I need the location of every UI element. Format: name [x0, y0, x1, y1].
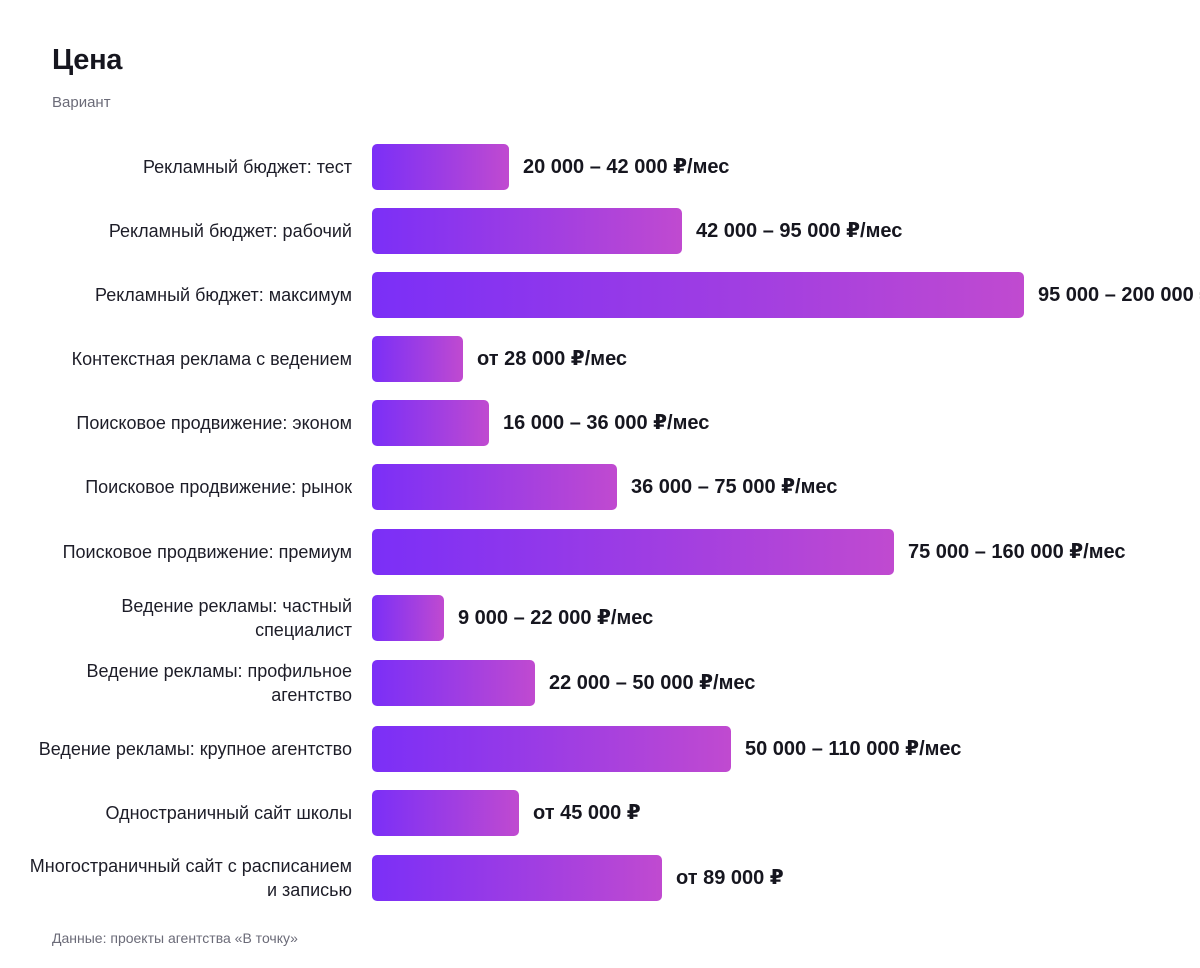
- bar: [372, 660, 535, 706]
- category-label: Рекламный бюджет: тест: [142, 157, 352, 177]
- page-title: Цена: [52, 44, 123, 76]
- value-label: 36 000 – 75 000 ₽/мес: [631, 476, 838, 498]
- value-label: 22 000 – 50 000 ₽/мес: [549, 672, 756, 694]
- category-label: Ведение рекламы: крупное агентство: [38, 739, 352, 759]
- bar: [372, 529, 894, 575]
- category-label: Многостраничный сайт с расписанием и зап…: [29, 856, 352, 900]
- category-label: Поисковое продвижение: премиум: [62, 542, 352, 562]
- bar: [372, 464, 617, 510]
- bar: [372, 595, 444, 641]
- source-footer: Данные: проекты агентства «В точку»: [52, 930, 298, 946]
- bar: [372, 400, 489, 446]
- value-label: 50 000 – 110 000 ₽/мес: [745, 738, 962, 760]
- category-label: Ведение рекламы: частный специалист: [121, 596, 352, 640]
- category-label: Ведение рекламы: профильное агентство: [86, 661, 352, 705]
- value-label: от 89 000 ₽: [676, 867, 784, 889]
- page-subtitle: Вариант: [52, 94, 111, 111]
- value-label: от 45 000 ₽: [533, 802, 641, 824]
- bar: [372, 336, 463, 382]
- value-label: 9 000 – 22 000 ₽/мес: [458, 607, 654, 629]
- value-label: 20 000 – 42 000 ₽/мес: [523, 156, 730, 178]
- category-label: Поисковое продвижение: эконом: [76, 413, 352, 433]
- category-label: Одностраничный сайт школы: [105, 803, 352, 823]
- category-label: Поисковое продвижение: рынок: [85, 477, 352, 497]
- value-label: от 28 000 ₽/мес: [477, 348, 628, 370]
- value-label: 42 000 – 95 000 ₽/мес: [696, 220, 903, 242]
- bar: [372, 855, 662, 901]
- category-label: Рекламный бюджет: рабочий: [108, 221, 352, 241]
- bar: [372, 144, 509, 190]
- category-label: Рекламный бюджет: максимум: [94, 285, 352, 305]
- bar: [372, 790, 519, 836]
- value-label: 95 000 – 200 000 ₽/мес: [1038, 284, 1200, 306]
- value-label: 16 000 – 36 000 ₽/мес: [503, 412, 710, 434]
- bar: [372, 272, 1024, 318]
- bar: [372, 208, 682, 254]
- category-label: Контекстная реклама с ведением: [71, 349, 352, 369]
- bar: [372, 726, 731, 772]
- value-label: 75 000 – 160 000 ₽/мес: [908, 541, 1126, 563]
